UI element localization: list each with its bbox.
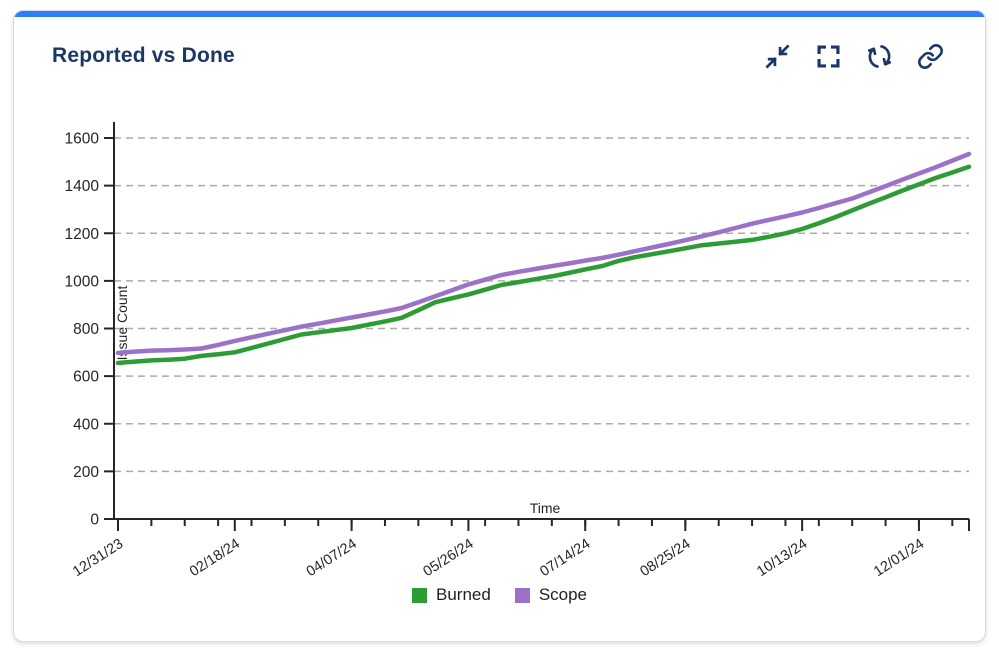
series-line-burned [115, 164, 972, 366]
y-tick-label: 800 [73, 321, 99, 338]
y-tick-label: 0 [90, 512, 99, 529]
legend-label: Burned [435, 585, 491, 604]
x-tick-label: 10/13/24 [754, 536, 810, 580]
y-tick-label: 200 [73, 464, 99, 481]
x-tick-label: 12/01/24 [871, 536, 927, 580]
fullscreen-button[interactable] [813, 41, 843, 71]
fullscreen-icon [816, 44, 840, 68]
legend-swatch-burned [411, 587, 427, 603]
axis-frame [113, 122, 969, 520]
legend-label: Scope [538, 585, 588, 604]
x-tick-label: 02/18/24 [187, 536, 243, 580]
x-tick-label: 04/07/24 [304, 536, 360, 580]
chart-legend: Burned Scope [14, 585, 985, 641]
x-tick-label: 12/31/23 [70, 536, 126, 580]
legend-item-scope: Scope [514, 585, 588, 605]
collapse-icon [764, 43, 790, 69]
series-line-scope [115, 151, 972, 356]
chart-area: 0 200 400 600 800 1000 1200 1400 1600 12/31/23 02/… [14, 95, 985, 641]
y-axis-title: Issue Count [114, 286, 130, 361]
refresh-button[interactable] [864, 41, 894, 71]
y-tick-label: 1400 [65, 178, 100, 195]
x-tick-label: 07/14/24 [537, 536, 593, 580]
card-accent-bar [14, 11, 985, 17]
toolbar [762, 41, 945, 71]
legend-swatch-scope [514, 587, 530, 603]
chart-card: Reported vs Done [13, 10, 986, 642]
card-header: Reported vs Done [14, 17, 985, 71]
link-button[interactable] [915, 41, 945, 71]
refresh-icon [867, 44, 891, 68]
legend-item-burned: Burned [411, 585, 491, 605]
y-tick-label: 1000 [65, 273, 100, 290]
page-title: Reported vs Done [52, 44, 235, 67]
y-tick-label: 600 [73, 369, 99, 386]
y-tick-label: 1200 [65, 226, 100, 243]
burnup-chart: 0 200 400 600 800 1000 1200 1400 1600 12/31/23 02/… [65, 122, 972, 580]
link-icon [917, 43, 943, 69]
collapse-button[interactable] [762, 41, 792, 71]
x-tick-label: 05/26/24 [421, 536, 477, 580]
y-tick-label: 400 [73, 416, 99, 433]
y-tick-label: 1600 [65, 131, 100, 148]
x-tick-label: 08/25/24 [637, 536, 693, 580]
x-axis-title: Time [530, 500, 561, 516]
